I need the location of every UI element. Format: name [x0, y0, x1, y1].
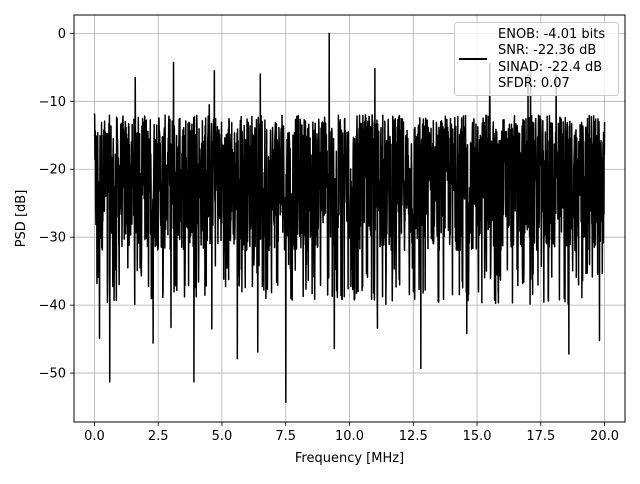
x-axis-label: Frequency [MHz]: [295, 451, 404, 466]
legend-entry-snr: SNR: -22.36 dB: [498, 43, 596, 58]
series-layer: [93, 32, 606, 404]
x-tick-label: 10.0: [335, 429, 364, 444]
legend-entry-enob: ENOB: -4.01 bits: [498, 27, 605, 42]
y-axis-ticks: 0 −10 −20 −30 −40 −50: [39, 27, 74, 382]
y-tick-label: −30: [39, 231, 66, 246]
y-tick-label: −50: [39, 367, 66, 382]
x-tick-label: 0.0: [84, 429, 105, 444]
x-tick-label: 17.5: [526, 429, 555, 444]
x-axis-ticks: 0.0 2.5 5.0 7.5 10.0 12.5 15.0 17.5 20.0: [84, 422, 619, 444]
x-tick-label: 15.0: [463, 429, 492, 444]
legend-box: [454, 22, 619, 96]
y-tick-label: 0: [58, 27, 66, 42]
legend-entry-sinad: SINAD: -22.4 dB: [498, 60, 602, 75]
y-axis-label: PSD [dB]: [14, 190, 29, 248]
x-tick-label: 12.5: [399, 429, 428, 444]
x-tick-label: 2.5: [148, 429, 169, 444]
x-tick-label: 5.0: [212, 429, 233, 444]
psd-series-line: [93, 32, 606, 404]
x-tick-label: 20.0: [590, 429, 619, 444]
legend: ENOB: -4.01 bits SNR: -22.36 dB SINAD: -…: [454, 22, 619, 96]
y-tick-label: −40: [39, 299, 66, 314]
x-tick-label: 7.5: [275, 429, 296, 444]
legend-entry-sfdr: SFDR: 0.07: [498, 76, 570, 91]
y-tick-label: −10: [39, 95, 66, 110]
y-tick-label: −20: [39, 163, 66, 178]
